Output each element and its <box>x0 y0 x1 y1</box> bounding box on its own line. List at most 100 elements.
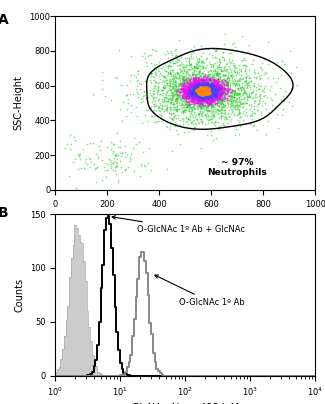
Point <box>195 93 200 99</box>
Point <box>239 92 244 99</box>
Point <box>196 79 202 86</box>
Point <box>203 90 209 97</box>
Point <box>180 83 186 89</box>
Point <box>204 80 209 86</box>
Point <box>207 99 212 105</box>
Point <box>207 100 212 106</box>
Point <box>171 60 176 67</box>
Point <box>180 121 185 128</box>
Point <box>235 67 240 74</box>
Point <box>207 88 212 94</box>
Point <box>185 92 190 99</box>
Point <box>241 86 247 93</box>
Point <box>192 91 198 97</box>
Point <box>237 114 242 120</box>
Point <box>184 88 189 95</box>
Point <box>203 74 208 81</box>
Point <box>210 80 215 86</box>
Point <box>187 58 192 64</box>
Point <box>240 49 245 55</box>
Point <box>199 63 204 69</box>
Point <box>200 78 205 84</box>
Point <box>204 93 209 100</box>
Point <box>209 95 215 101</box>
Point <box>171 88 176 95</box>
Point <box>187 116 192 122</box>
Point <box>165 63 170 69</box>
Point <box>203 91 209 97</box>
Point <box>165 87 171 93</box>
Point <box>221 86 226 92</box>
Point <box>209 86 215 92</box>
Point <box>188 79 194 86</box>
Point <box>124 166 129 172</box>
Point <box>206 107 211 114</box>
Point <box>195 87 201 94</box>
Point <box>199 81 204 88</box>
Point <box>120 99 125 105</box>
Point <box>200 76 205 83</box>
Point <box>196 90 201 97</box>
Point <box>193 92 198 99</box>
Point <box>205 100 211 107</box>
Point <box>192 93 198 99</box>
Point <box>205 91 210 97</box>
Point <box>187 85 192 91</box>
Point <box>173 123 178 129</box>
Point <box>207 85 213 92</box>
Point <box>204 89 210 96</box>
Point <box>213 135 218 141</box>
Point <box>196 87 201 93</box>
Point <box>203 89 208 95</box>
Point <box>101 163 106 170</box>
Point <box>98 137 103 144</box>
Point <box>192 80 197 86</box>
Point <box>202 80 207 87</box>
Point <box>210 78 215 85</box>
Point <box>170 83 175 90</box>
Point <box>197 85 202 92</box>
Point <box>200 101 205 107</box>
Point <box>220 96 225 102</box>
Point <box>199 87 204 93</box>
Point <box>193 94 198 101</box>
Point <box>191 64 197 70</box>
Point <box>197 80 202 87</box>
Point <box>208 75 213 81</box>
Point <box>196 86 201 93</box>
Point <box>97 147 102 154</box>
Point <box>206 96 212 102</box>
Point <box>178 95 183 102</box>
Point <box>201 97 206 103</box>
Point <box>233 69 238 75</box>
Point <box>225 86 230 93</box>
Point <box>209 90 214 97</box>
Point <box>216 93 221 100</box>
Point <box>211 86 216 93</box>
Point <box>215 79 220 85</box>
Point <box>243 109 249 116</box>
Point <box>218 109 224 115</box>
Point <box>198 91 203 97</box>
Point <box>208 97 213 103</box>
Point <box>210 76 215 82</box>
Point <box>172 80 177 87</box>
Point <box>185 104 190 110</box>
Point <box>218 84 223 91</box>
Point <box>106 161 111 168</box>
Point <box>199 99 204 106</box>
Point <box>193 93 199 100</box>
Point <box>195 80 201 86</box>
Point <box>253 86 258 93</box>
Point <box>205 88 210 95</box>
Point <box>208 88 213 94</box>
Point <box>194 99 199 105</box>
Point <box>206 101 212 107</box>
Point <box>228 98 234 104</box>
Point <box>115 143 121 150</box>
Point <box>215 110 221 116</box>
Point <box>214 85 219 91</box>
Point <box>208 80 213 86</box>
Point <box>221 97 227 103</box>
Point <box>213 47 218 54</box>
